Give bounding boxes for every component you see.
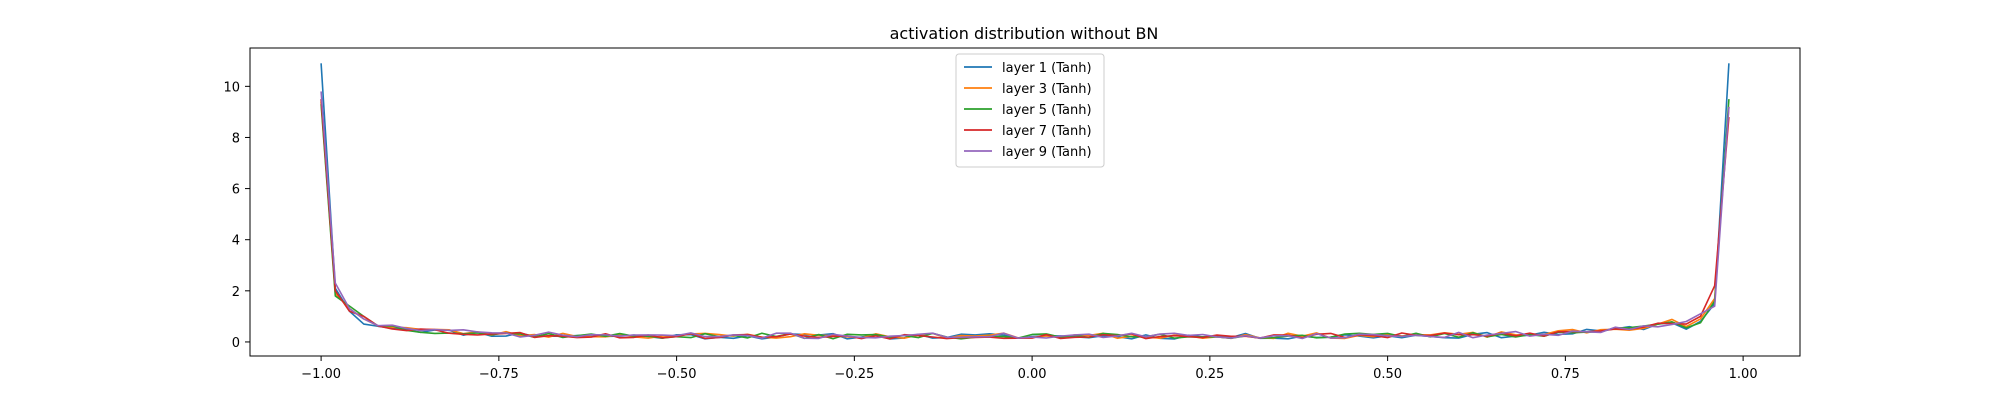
x-axis: −1.00 −0.75 −0.50 −0.25 0.00 0.25 0.50 0.75 1.00 bbox=[301, 356, 1758, 382]
legend-label: layer 7 (Tanh) bbox=[1002, 124, 1092, 139]
x-tick-label: −0.25 bbox=[834, 367, 874, 382]
x-tick-label: −0.50 bbox=[657, 367, 697, 382]
y-tick-label: 10 bbox=[223, 80, 240, 95]
y-axis: 0 2 4 6 8 10 bbox=[223, 80, 250, 351]
y-tick-label: 8 bbox=[232, 131, 240, 146]
series-layer bbox=[320, 63, 1730, 340]
y-tick-label: 2 bbox=[232, 285, 240, 300]
legend: layer 1 (Tanh) layer 3 (Tanh) layer 5 (Tan… bbox=[955, 53, 1105, 168]
legend-label: layer 3 (Tanh) bbox=[1002, 82, 1092, 97]
y-tick-label: 4 bbox=[232, 234, 240, 249]
legend-label: layer 9 (Tanh) bbox=[1002, 145, 1092, 160]
x-tick-label: −0.75 bbox=[479, 367, 519, 382]
legend-label: layer 1 (Tanh) bbox=[1002, 61, 1092, 76]
x-tick-label: 0.25 bbox=[1195, 367, 1224, 382]
legend-box bbox=[955, 53, 1105, 168]
y-tick-label: 6 bbox=[232, 183, 240, 198]
x-tick-label: 1.00 bbox=[1729, 367, 1758, 382]
legend-label: layer 5 (Tanh) bbox=[1002, 103, 1092, 118]
chart-title: activation distribution without BN bbox=[890, 24, 1159, 43]
x-tick-label: 0.00 bbox=[1018, 367, 1047, 382]
series-line-layer-9 bbox=[320, 91, 1730, 340]
y-tick-label: 0 bbox=[232, 336, 240, 351]
x-tick-label: 0.75 bbox=[1551, 367, 1580, 382]
x-tick-label: −1.00 bbox=[301, 367, 341, 382]
plot-frame bbox=[249, 47, 1801, 357]
x-tick-label: 0.50 bbox=[1373, 367, 1402, 382]
